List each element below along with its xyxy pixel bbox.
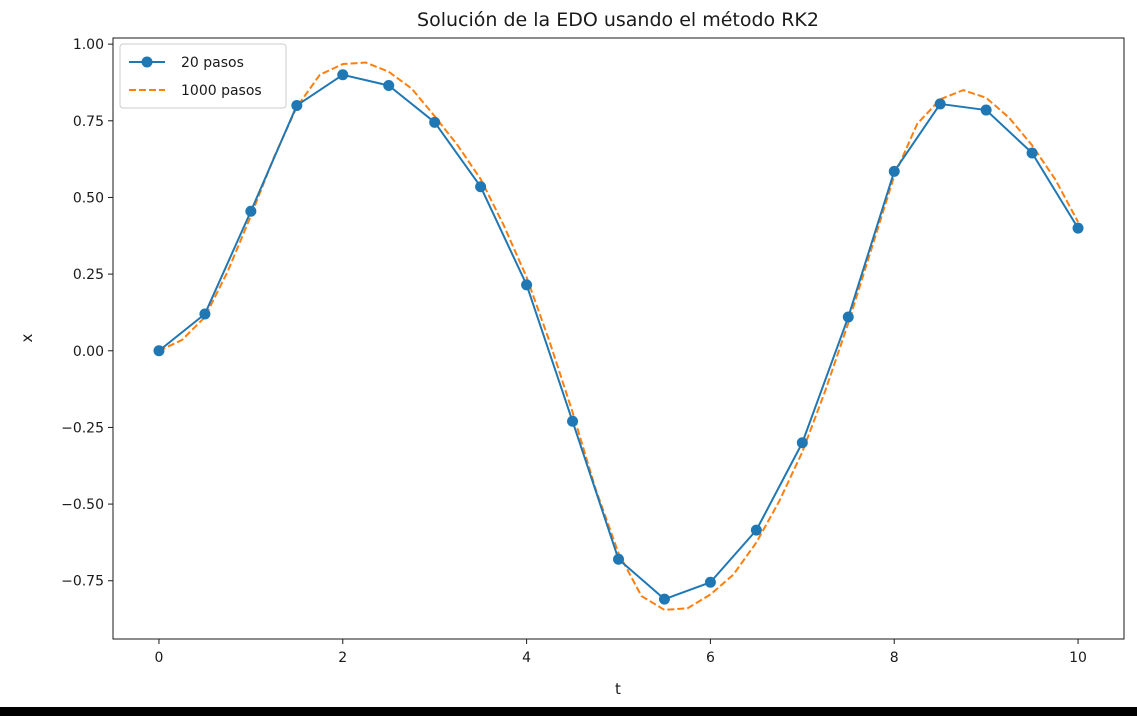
data-point [1072,222,1084,234]
legend-box [119,43,287,109]
data-point [934,98,946,110]
plot-area-frame [112,37,1125,640]
legend-label-20-pasos: 20 pasos [181,55,244,71]
y-tick-label: −0.75 [61,574,104,590]
data-point [153,345,165,357]
y-tick-label: 0.00 [73,344,104,360]
legend-marker-20-pasos [141,56,153,68]
y-tick-label: 0.50 [73,190,104,206]
y-axis-label: x [18,333,36,342]
data-point [521,279,533,291]
legend-label-1000-pasos: 1000 pasos [181,83,262,99]
data-point [888,165,900,177]
series-line-1000-pasos [158,61,1079,611]
y-axis-ticks: 1.00 0.75 0.50 0.25 0.00 −0.25 −0.50 −0.75 [61,37,113,590]
y-tick-label: −0.50 [61,497,104,513]
data-point [291,99,303,111]
chart-title: Solución de la EDO usando el método RK2 [417,9,819,31]
data-point [567,415,579,427]
data-point [383,80,395,92]
data-point [704,576,716,588]
data-point [658,593,670,605]
x-tick-label: 0 [154,650,163,666]
x-tick-label: 6 [706,650,715,666]
series-layer [153,61,1084,611]
data-point [796,437,808,449]
x-tick-label: 4 [522,650,531,666]
data-point [750,524,762,536]
data-point [337,69,349,81]
y-tick-label: 1.00 [73,37,104,53]
data-point [199,308,211,320]
data-point [980,104,992,116]
figure-bottom-strip [0,707,1137,716]
data-point [475,181,487,193]
y-tick-label: −0.25 [61,420,104,436]
x-axis-label: t [615,680,621,698]
legend: 20 pasos 1000 pasos [119,43,287,109]
x-tick-label: 10 [1069,650,1087,666]
data-point [429,116,441,128]
data-point [245,205,257,217]
y-tick-label: 0.75 [73,114,104,130]
data-point [613,553,624,565]
x-axis-ticks: 0 2 4 6 8 10 [154,639,1087,666]
x-tick-label: 2 [338,650,347,666]
x-tick-label: 8 [890,650,899,666]
data-point [842,311,854,323]
data-point [1026,147,1038,159]
y-tick-label: 0.25 [73,267,104,283]
